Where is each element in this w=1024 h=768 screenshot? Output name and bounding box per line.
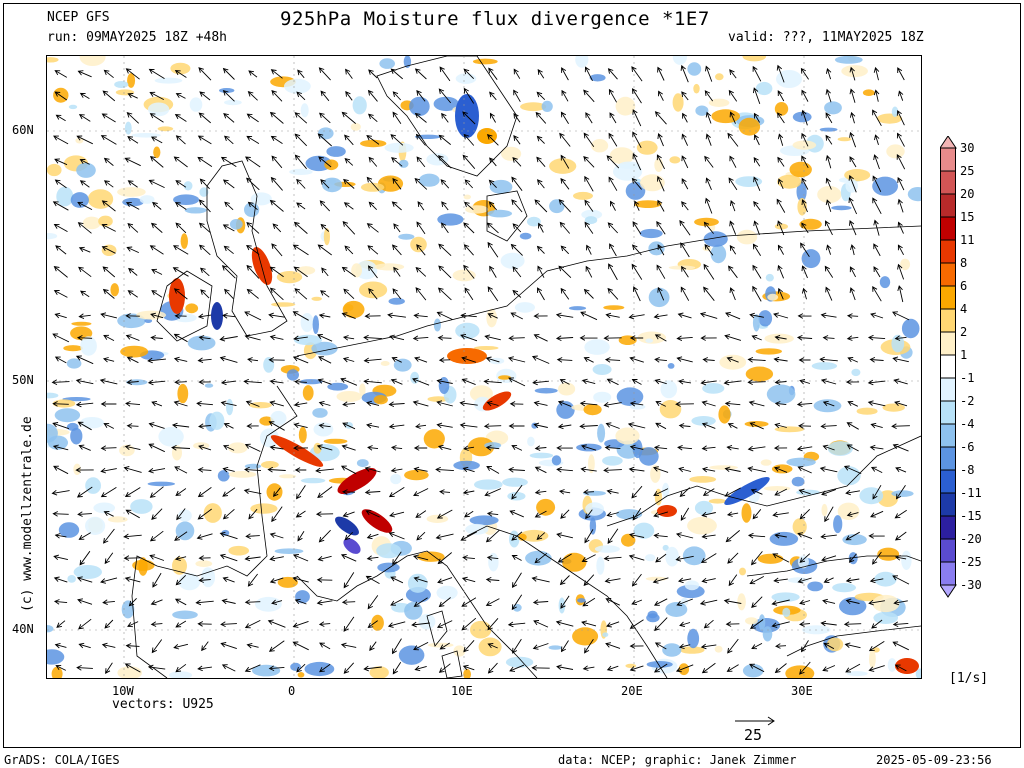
footer-timestamp: 2025-05-09-23:56 xyxy=(876,753,992,767)
valid-info: valid: ???, 11MAY2025 18Z xyxy=(728,30,924,45)
legend-label: -2 xyxy=(960,394,975,408)
watermark: (c) www.modellzentrale.de xyxy=(20,416,35,612)
legend-label: -4 xyxy=(960,417,975,431)
chart-title: 925hPa Moisture flux divergence *1E7 xyxy=(280,8,710,30)
legend-bottom-triangle xyxy=(940,584,957,598)
legend-label: -1 xyxy=(960,371,975,385)
legend-swatch xyxy=(940,239,956,264)
lat-label-40n: 40N xyxy=(12,622,34,636)
legend-label: -11 xyxy=(960,486,982,500)
model-name: NCEP GFS xyxy=(47,10,110,25)
legend-swatch xyxy=(940,400,956,425)
legend-bar xyxy=(940,136,957,598)
divergence-shading xyxy=(47,56,921,678)
legend-swatch xyxy=(940,170,956,195)
legend-unit: [1/s] xyxy=(949,671,989,686)
lon-label-0: 0 xyxy=(288,684,296,698)
lat-label-50n: 50N xyxy=(12,373,34,387)
legend-swatch xyxy=(940,354,956,379)
legend-swatch xyxy=(940,561,956,586)
legend-swatch xyxy=(940,193,956,218)
legend-swatch xyxy=(940,262,956,287)
legend-label: 1 xyxy=(960,348,968,362)
legend-swatch xyxy=(940,469,956,494)
legend-swatch xyxy=(940,308,956,333)
coastlines xyxy=(131,56,921,678)
legend-swatch xyxy=(940,492,956,517)
legend-label: 20 xyxy=(960,187,975,201)
legend-label: -30 xyxy=(960,578,982,592)
wind-vectors xyxy=(51,64,910,675)
legend-swatch xyxy=(940,423,956,448)
lat-label-60n: 60N xyxy=(12,123,34,137)
legend-label: -25 xyxy=(960,555,982,569)
legend-label: -8 xyxy=(960,463,975,477)
reference-vector-arrow xyxy=(735,716,775,726)
lon-label-10e: 10E xyxy=(451,684,473,698)
legend-swatch xyxy=(940,538,956,563)
color-legend: 30 25 20 15 11 8 6 4 2 1 -1 -2 -4 -6 -8 -11 -15 -20 -25 -30 xyxy=(940,136,998,628)
legend-label: 30 xyxy=(960,141,975,155)
legend-label: 8 xyxy=(960,256,968,270)
legend-swatch xyxy=(940,285,956,310)
legend-swatch xyxy=(940,216,956,241)
legend-swatch xyxy=(940,147,956,172)
map-canvas xyxy=(47,56,921,678)
footer-left: GrADS: COLA/IGES xyxy=(4,753,120,767)
lon-label-20e: 20E xyxy=(621,684,643,698)
legend-top-triangle xyxy=(940,136,957,149)
legend-label: 15 xyxy=(960,210,975,224)
run-info: run: 09MAY2025 18Z +48h xyxy=(47,30,228,45)
legend-label: 25 xyxy=(960,164,975,178)
plot-frame xyxy=(3,3,1021,748)
legend-label: -15 xyxy=(960,509,982,523)
legend-label: 11 xyxy=(960,233,975,247)
footer-credit: data: NCEP; graphic: Janek Zimmer xyxy=(558,753,797,767)
legend-label: -20 xyxy=(960,532,982,546)
legend-label: 6 xyxy=(960,279,968,293)
vectors-label: vectors: U925 xyxy=(112,697,214,712)
legend-swatch xyxy=(940,446,956,471)
legend-label: -6 xyxy=(960,440,975,454)
legend-swatch xyxy=(940,331,956,356)
reference-vector-label: 25 xyxy=(744,726,763,744)
legend-swatch xyxy=(940,515,956,540)
map-panel xyxy=(46,55,922,679)
legend-label: 2 xyxy=(960,325,968,339)
lon-label-30e: 30E xyxy=(791,684,813,698)
legend-label: 4 xyxy=(960,302,968,316)
lon-label-10w: 10W xyxy=(112,684,134,698)
legend-swatch xyxy=(940,377,956,402)
